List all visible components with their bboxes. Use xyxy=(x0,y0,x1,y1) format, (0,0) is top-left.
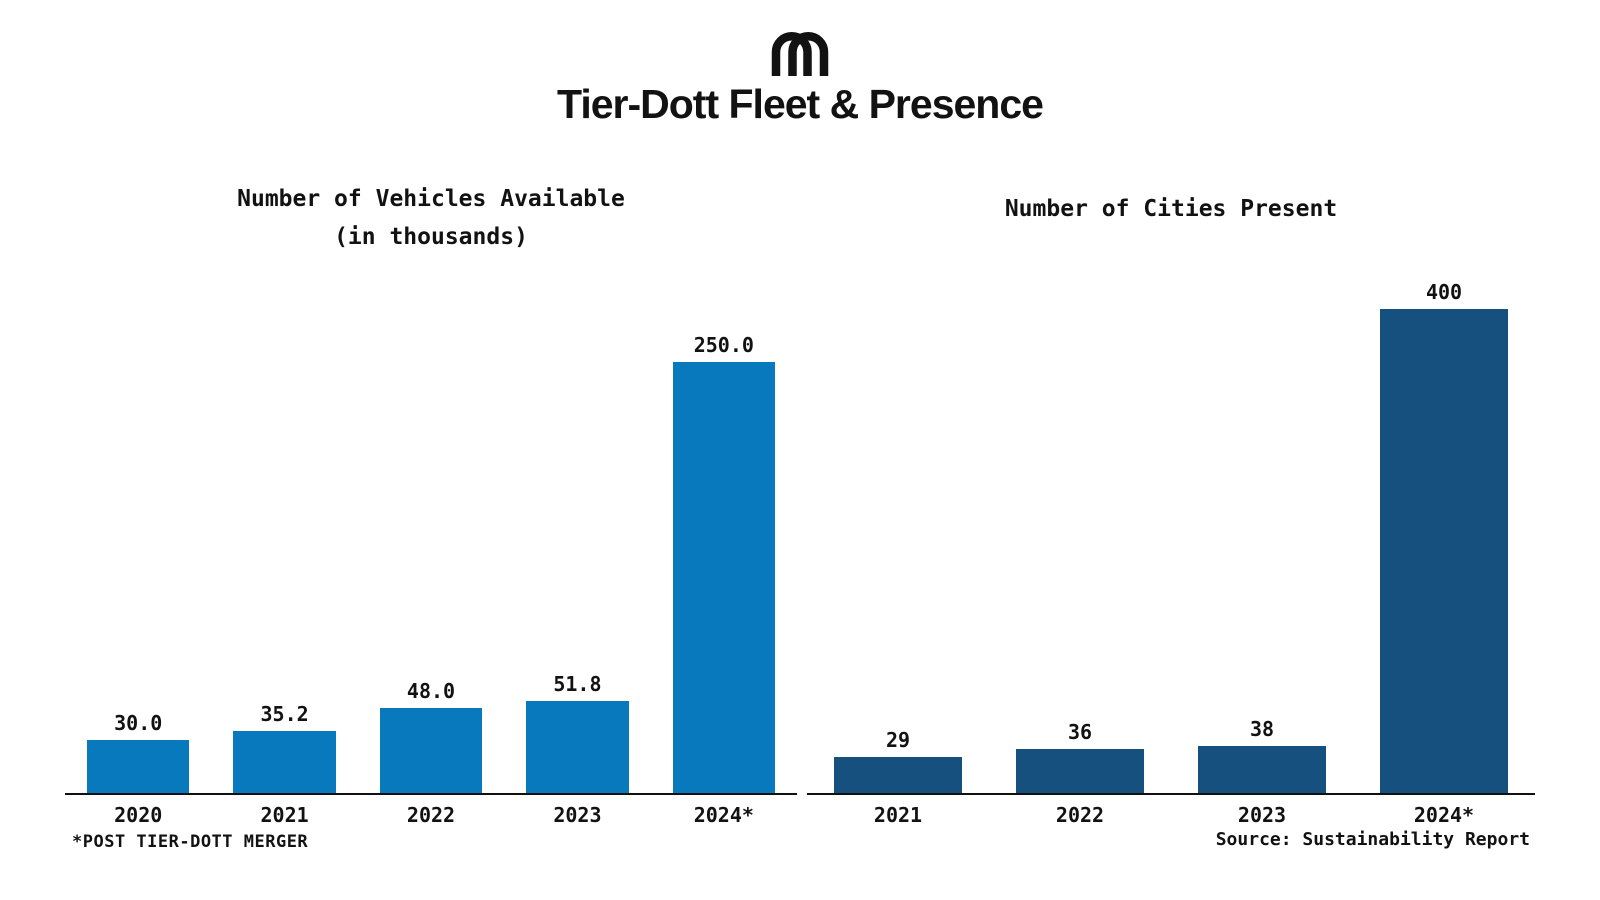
bar-slot: 38 2023 xyxy=(1171,280,1353,827)
x-axis-category-label: 2020 xyxy=(114,803,163,827)
bar-value-label: 36 xyxy=(1067,719,1093,744)
cities-chart-title-line1: Number of Cities Present xyxy=(1004,196,1338,222)
bar xyxy=(1016,748,1144,793)
cities-bar-chart: 29 2021 36 2022 38 2023 400 2024* xyxy=(807,280,1535,827)
bar xyxy=(379,708,483,793)
x-axis-category-label: 2024* xyxy=(1413,803,1475,827)
header: Tier-Dott Fleet & Presence xyxy=(0,0,1600,126)
x-axis-category-label: 2021 xyxy=(260,803,309,827)
page-title: Tier-Dott Fleet & Presence xyxy=(557,81,1044,127)
vehicles-chart-title: Number of Vehicles Available (in thousan… xyxy=(65,180,797,256)
bar-slot: 51.8 2023 xyxy=(504,333,650,827)
tier-dott-arches-logo-icon xyxy=(771,32,829,76)
bar xyxy=(233,730,336,793)
bar xyxy=(1198,746,1326,793)
bar-slot: 29 2021 xyxy=(807,280,989,827)
x-axis-category-label: 2024* xyxy=(693,803,754,827)
bar xyxy=(834,757,962,793)
x-axis-category-label: 2022 xyxy=(406,803,456,827)
bar-value-label: 51.8 xyxy=(553,672,602,697)
x-axis-category-label: 2023 xyxy=(553,803,602,827)
vehicles-chart-title-line1: Number of Vehicles Available xyxy=(237,186,625,212)
x-axis-category-label: 2021 xyxy=(873,803,923,827)
bar-slot: 30.0 2020 xyxy=(65,333,211,827)
footnote-source: Source: Sustainability Report xyxy=(1215,829,1530,850)
bar xyxy=(86,739,190,793)
bar-value-label: 400 xyxy=(1425,280,1463,304)
bar-value-label: 38 xyxy=(1249,717,1275,741)
bar xyxy=(1380,309,1508,793)
bar-slot: 250.0 2024* xyxy=(651,333,797,827)
bar-value-label: 30.0 xyxy=(114,710,163,735)
bar xyxy=(672,362,776,793)
bar-value-label: 48.0 xyxy=(406,679,456,704)
bar-slot: 48.0 2022 xyxy=(358,333,504,827)
bar-value-label: 29 xyxy=(885,728,911,753)
footnote-merger-note: *POST TIER-DOTT MERGER xyxy=(72,832,309,852)
bar-slot: 400 2024* xyxy=(1353,280,1535,827)
vehicles-chart-title-line2: (in thousands) xyxy=(334,224,528,250)
x-axis-category-label: 2023 xyxy=(1237,803,1287,827)
bar-slot: 36 2022 xyxy=(989,280,1171,827)
bar xyxy=(526,701,629,793)
cities-chart-title: Number of Cities Present xyxy=(807,190,1535,228)
bar-value-label: 250.0 xyxy=(693,333,754,357)
x-axis-category-label: 2022 xyxy=(1055,803,1105,827)
bar-slot: 35.2 2021 xyxy=(211,333,357,827)
bar-value-label: 35.2 xyxy=(260,701,309,726)
vehicles-bar-chart: 30.0 2020 35.2 2021 48.0 2022 51.8 2023 250.0 202… xyxy=(65,333,797,827)
